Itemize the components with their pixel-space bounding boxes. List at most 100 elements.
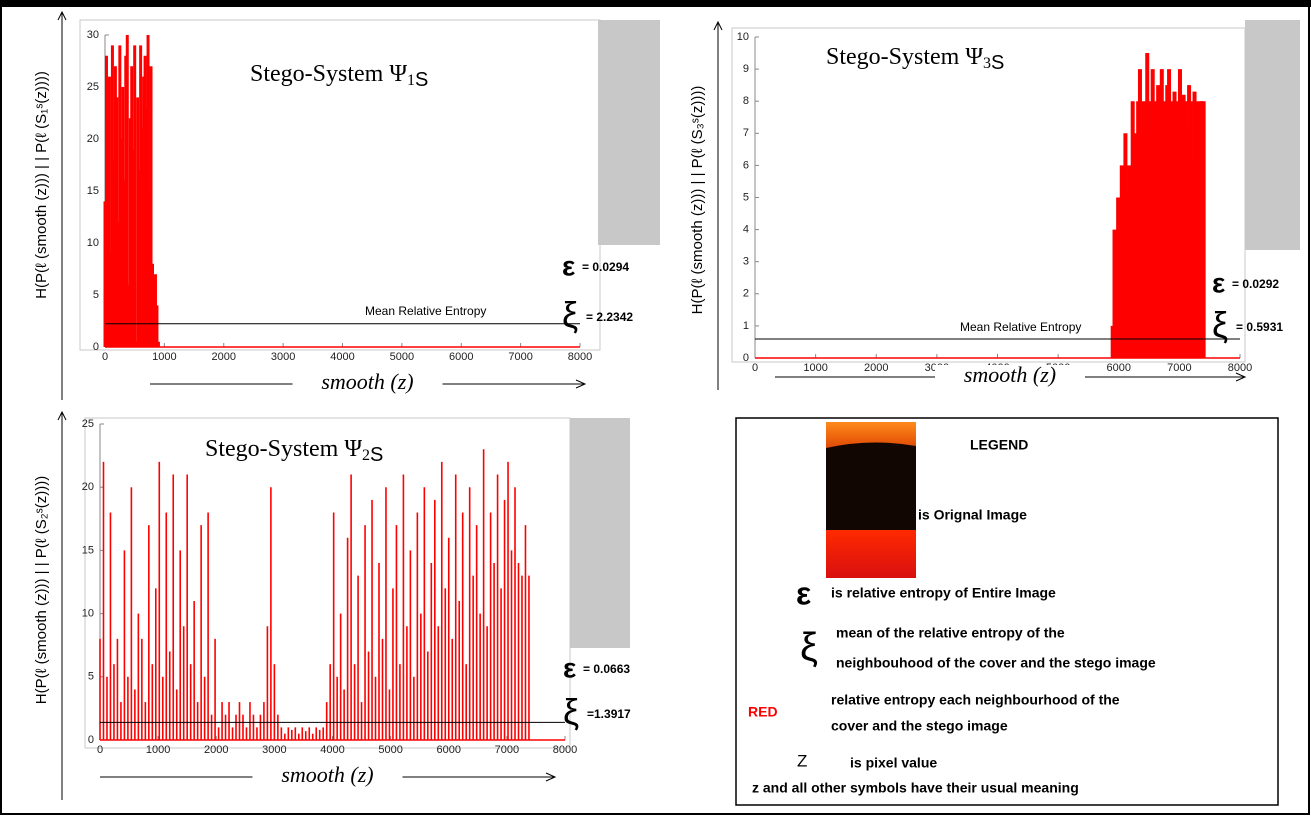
x-tick-label: 6000 [449,351,473,363]
gray-margin [570,418,630,648]
legend-text: neighbouhood of the cover and the stego … [836,655,1156,671]
y-tick-label: 25 [82,418,94,430]
legend-symbol: ε [796,575,811,611]
legend-symbol: RED [748,704,778,720]
title-part: S [415,69,428,91]
x-tick-label: 4000 [320,744,344,756]
y-tick-label: 3 [743,256,749,268]
title-part: Stego-System Ψ [250,61,407,87]
y-tick-label: 5 [743,191,749,203]
x-tick-label: 4000 [330,351,354,363]
y-tick-label: 10 [82,608,94,620]
legend-box: LEGEND is Orignal Image ε is relative en… [735,417,1279,806]
x-tick-label: 2000 [864,362,888,374]
mean-label: Mean Relative Entropy [365,304,486,318]
xi-symbol: ξ [1212,305,1228,346]
xi-symbol: ξ [563,692,579,733]
legend-text: mean of the relative entropy of the [836,625,1065,641]
legend-title: LEGEND [970,437,1028,453]
arrow-head [57,410,67,421]
y-tick-label: 0 [743,352,749,364]
xi-value: =1.3917 [587,707,631,721]
plot-background [79,19,601,351]
y-tick-label: 9 [743,63,749,75]
y-tick-label: 2 [743,288,749,300]
y-tick-label: 6 [743,159,749,171]
title-part: 2 [362,447,370,464]
x-tick-label: 5000 [390,351,414,363]
y-tick-label: 10 [87,237,99,249]
x-tick-label: 6000 [1107,362,1131,374]
legend-text: is pixel value [850,755,937,771]
y-tick-label: 5 [93,289,99,301]
legend-symbol: Z [797,751,807,770]
legend-image-hill [826,442,916,532]
legend-text: is Orignal Image [918,507,1027,523]
y-tick-label: 30 [87,29,99,41]
title-part: Stego-System Ψ [826,44,983,70]
legend-text: cover and the stego image [831,718,1008,734]
y-axis-label: H(P(ℓ (smooth (z))) | | P(ℓ (S₁ˢ(z)))) [33,71,50,299]
x-tick-label: 7000 [508,351,532,363]
chart: 0 5 10 15 20 25 0 1000 2000 3000 4000 5000 6000 7000 8… [33,410,631,800]
y-tick-label: 25 [87,81,99,93]
title-part: 1 [407,72,415,89]
x-tick-label: 5000 [378,744,402,756]
title-part: 3 [983,55,991,72]
x-label-bg [252,765,403,789]
x-tick-label: 2000 [204,744,228,756]
legend-symbol: ξ [800,626,818,670]
x-tick-label: 1000 [146,744,170,756]
x-tick-label: 3000 [271,351,295,363]
epsilon-symbol: ε [562,250,575,281]
arrow-head [545,772,557,782]
y-tick-label: 5 [88,671,94,683]
xi-symbol: ξ [562,295,578,336]
x-tick-label: 1000 [803,362,827,374]
chart-title: Stego-System Ψ1S [250,61,428,92]
y-tick-label: 4 [743,224,749,236]
y-tick-label: 7 [743,127,749,139]
arrow-head [1235,372,1247,382]
title-part: S [370,444,383,466]
y-axis-label: H(P(ℓ (smooth (z))) | | P(ℓ (S₃ˢ(z)))) [689,86,706,315]
x-tick-label: 0 [97,744,103,756]
arrow-head [575,379,587,389]
x-tick-label: 1000 [152,351,176,363]
epsilon-symbol: ε [563,652,576,683]
top-bar [0,0,1311,7]
epsilon-value: = 0.0292 [1232,277,1279,291]
xi-value: = 2.2342 [586,310,633,324]
arrow-head [57,10,67,21]
x-tick-label: 8000 [1228,362,1252,374]
y-tick-label: 10 [737,31,749,43]
title-part: Stego-System Ψ [205,436,362,462]
chart: 0 5 10 15 20 25 30 0 1000 2000 3000 4000 5000 6000 700… [33,10,660,400]
y-tick-label: 1 [743,320,749,332]
x-tick-label: 0 [102,351,108,363]
y-tick-label: 20 [82,481,94,493]
x-tick-label: 6000 [437,744,461,756]
y-tick-label: 0 [93,341,99,353]
x-tick-label: 7000 [1167,362,1191,374]
x-tick-label: 3000 [262,744,286,756]
legend-image-sea [826,530,916,578]
epsilon-symbol: ε [1212,267,1225,298]
arrow-head [713,20,723,31]
y-axis-label: H(P(ℓ (smooth (z))) | | P(ℓ (S₂ˢ(z)))) [33,476,50,704]
x-tick-label: 0 [752,362,758,374]
x-label-bg [935,365,1085,389]
y-tick-label: 0 [88,734,94,746]
chart-title: Stego-System Ψ2S [205,436,383,467]
y-tick-label: 15 [82,544,94,556]
x-tick-label: 8000 [568,351,592,363]
mean-label: Mean Relative Entropy [960,320,1081,334]
gray-margin [1245,20,1300,250]
xi-value: = 0.5931 [1236,320,1283,334]
x-label-bg [292,372,443,396]
x-axis-label: smooth (z) [321,369,413,394]
chart: 0123456789100100020003000400050006000700… [689,20,1300,390]
x-axis-label: smooth (z) [964,362,1056,387]
chart-title: Stego-System Ψ3S [826,44,1004,75]
